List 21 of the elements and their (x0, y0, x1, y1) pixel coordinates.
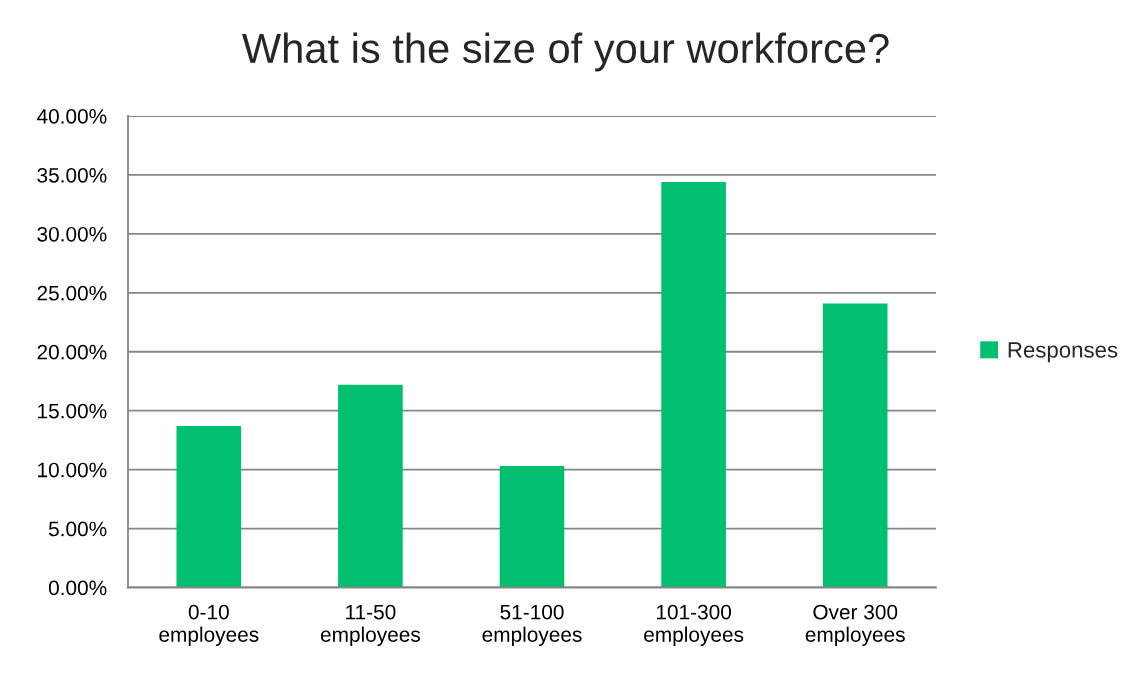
bar (499, 466, 565, 588)
y-tick-label: 10.00% (38, 462, 107, 478)
y-tick-label: 5.00% (48, 521, 107, 537)
chart-title: What is the size of your workforce? (242, 32, 889, 72)
x-tick-label: 51-100 employees (482, 604, 582, 647)
x-tick-label: Over 300 employees (805, 604, 905, 647)
y-tick-label: 40.00% (36, 109, 107, 124)
y-tick-label: 15.00% (38, 403, 107, 419)
x-tick-label: 101-300 employees (644, 604, 744, 647)
y-tick-label: 20.00% (37, 344, 107, 360)
bar (338, 384, 403, 588)
x-tick-label: 0-10 employees (159, 604, 259, 647)
bar (176, 426, 242, 588)
y-tick-label: 0.00% (48, 580, 107, 596)
y-tick-label: 30.00% (37, 226, 107, 242)
y-tick-label: 25.00% (37, 285, 107, 301)
bar (661, 182, 726, 588)
x-tick-label: 11-50 employees (320, 604, 421, 647)
bar (822, 303, 888, 588)
legend-label: Responses (1008, 342, 1118, 363)
y-tick-label: 35.00% (37, 167, 107, 183)
